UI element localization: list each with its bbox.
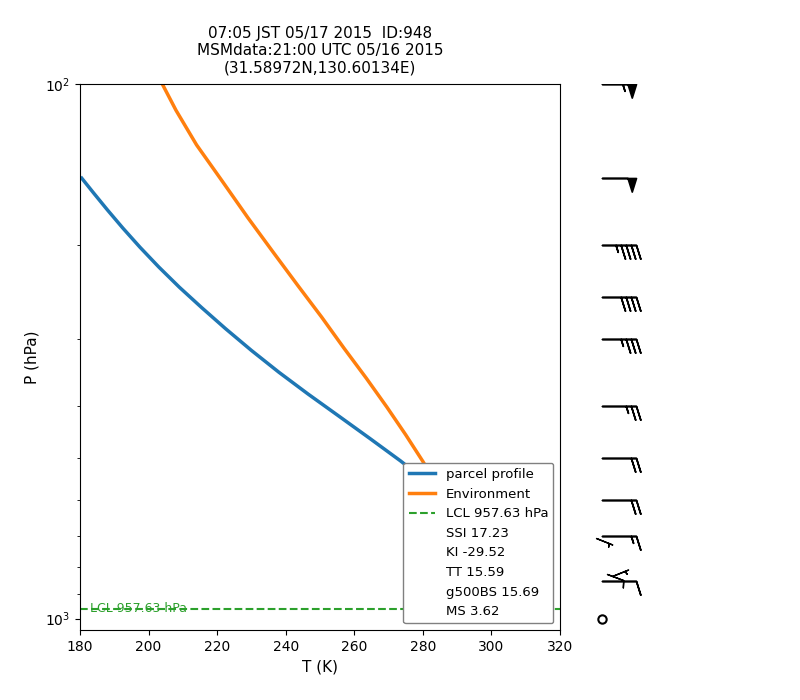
parcel profile [221,325,230,333]
Line: Environment: Environment [162,84,467,619]
Environment [401,430,410,439]
parcel profile [365,434,374,442]
parcel profile [135,243,145,251]
Environment [362,374,371,382]
parcel profile [452,596,462,605]
X-axis label: T (K): T (K) [302,659,338,674]
Environment [382,403,392,412]
Y-axis label: P (hPa): P (hPa) [25,330,39,384]
Environment [218,177,227,186]
Environment [192,141,202,149]
Text: LCL 957.63 hPa: LCL 957.63 hPa [90,602,187,615]
parcel profile [274,368,284,377]
Environment [458,605,467,613]
Environment [339,344,349,352]
Environment [243,214,253,222]
Environment [447,577,457,585]
parcel profile [461,615,470,623]
parcel profile [425,480,434,488]
Environment [269,248,278,257]
parcel profile [396,456,406,465]
Line: parcel profile: parcel profile [82,178,466,619]
Environment [462,615,472,623]
Environment [418,457,428,466]
Legend: parcel profile, Environment, LCL 957.63 hPa, SSI 17.23, KI -29.52, TT 15.59, g50: parcel profile, Environment, LCL 957.63 … [403,463,554,624]
parcel profile [174,283,184,291]
parcel profile [89,189,98,197]
Environment [434,483,443,491]
parcel profile [77,174,86,183]
parcel profile [197,304,206,312]
parcel profile [246,346,256,355]
Environment [171,106,181,115]
Environment [293,281,302,290]
parcel profile [303,390,313,398]
parcel profile [102,206,112,214]
Environment [317,313,326,321]
Title: 07:05 JST 05/17 2015  ID:948
MSMdata:21:00 UTC 05/16 2015
(31.58972N,130.60134E): 07:05 JST 05/17 2015 ID:948 MSMdata:21:0… [197,26,443,76]
parcel profile [334,412,344,420]
parcel profile [118,224,128,232]
Environment [158,80,167,88]
parcel profile [154,263,164,272]
